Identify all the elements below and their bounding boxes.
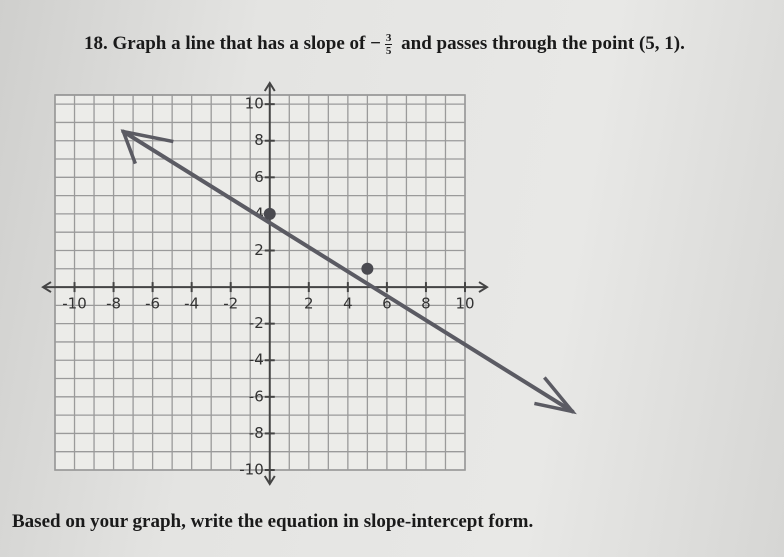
x-tick-label: -2 [223, 295, 238, 313]
x-tick-label: 8 [421, 295, 431, 313]
y-tick-label: 8 [254, 131, 264, 149]
question: Based on your graph, write the equation … [12, 511, 534, 532]
arrow [263, 475, 276, 486]
arrow [263, 81, 276, 92]
y-tick-label: -6 [249, 387, 264, 405]
x-tick-label: 4 [343, 295, 353, 313]
arrow [534, 376, 577, 415]
sign: − [370, 32, 381, 54]
problem-text: Graph a line that has a slope of [112, 32, 366, 54]
problem-text: and passes through the point [401, 32, 635, 54]
point [361, 262, 374, 275]
y-tick-label: -10 [239, 461, 264, 479]
problem: 18. Graph a line that has a slope of −3 5… [84, 32, 685, 57]
x-tick-label: -10 [62, 295, 87, 313]
y-tick-label: -4 [249, 351, 264, 369]
arrow [478, 281, 489, 293]
x-tick-label: -8 [106, 295, 121, 313]
x-tick-label: -6 [145, 295, 160, 313]
y-tick-label: 10 [245, 95, 264, 113]
x-tick-label: -4 [184, 295, 199, 313]
point: (5, 1). [638, 32, 685, 54]
x-tick-label: 10 [455, 295, 474, 313]
point [263, 207, 276, 220]
arrow [41, 281, 52, 293]
denominator: 5 [385, 45, 392, 57]
y-tick-label: 4 [254, 204, 264, 222]
drawn-line [121, 129, 575, 414]
numerator: 3 [384, 32, 393, 45]
problem-number: 18. [84, 32, 108, 54]
arrow [120, 129, 174, 165]
grid-background [54, 94, 466, 471]
x-tick-label: 6 [382, 295, 392, 313]
y-tick-label: 2 [254, 241, 264, 259]
y-tick-label: -2 [249, 314, 264, 332]
x-tick-label: 2 [304, 295, 314, 313]
y-tick-label: 6 [254, 168, 264, 186]
y-tick-label: -8 [249, 424, 264, 442]
